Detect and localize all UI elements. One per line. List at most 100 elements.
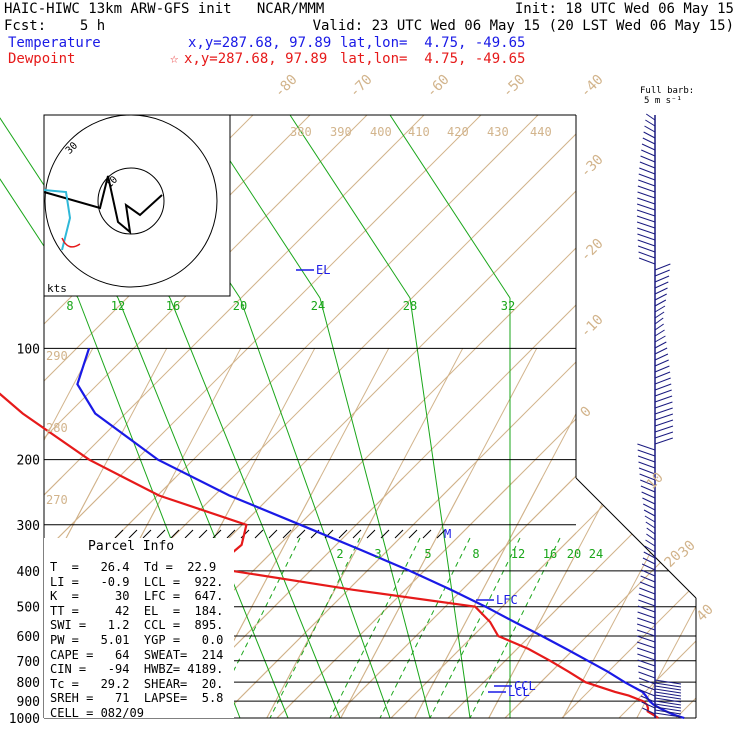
parcel-info-row: SREH = 71 LAPSE= 5.8 — [50, 691, 224, 706]
wind-barb — [637, 659, 656, 667]
wind-barb-dense — [654, 694, 682, 700]
pressure-label-700: 700 — [17, 655, 40, 670]
wind-barb — [646, 533, 656, 541]
wind-barb — [654, 323, 664, 331]
dry-adiabat-line — [368, 478, 696, 718]
hatch-tick — [156, 529, 166, 539]
mixing-ratio-label: 24 — [311, 299, 325, 313]
wind-barb — [654, 329, 665, 337]
wind-barb — [640, 575, 656, 583]
barb-key-units: 5 m s⁻¹ — [644, 96, 682, 106]
dry-adiabat-line — [197, 478, 696, 718]
dry-adiabat-line — [482, 478, 696, 718]
isotherm-line — [44, 348, 94, 442]
mixing-ratio-label: 5 — [424, 547, 431, 561]
wind-barb — [639, 683, 656, 691]
isotherm-line — [711, 348, 740, 718]
theta-label: 270 — [46, 493, 68, 507]
wind-barb — [654, 419, 674, 427]
mixing-ratio-label: 8 — [472, 547, 479, 561]
parcel-info-box: Parcel Info T = 26.4 Td = 22.9 LI = -0.9 … — [44, 538, 234, 720]
pressure-label-1000: 1000 — [9, 712, 40, 727]
mixing-ratio-line — [117, 297, 289, 719]
wind-barb — [640, 485, 656, 493]
wind-barb — [636, 215, 656, 223]
isotherm-line — [637, 348, 740, 718]
wind-barb — [637, 185, 656, 193]
dry-adiabat-line — [44, 115, 539, 610]
legend-temperature: Temperature — [8, 35, 101, 51]
hatch-tick — [184, 529, 194, 539]
dewpoint-xy-readout: x,y=287.68, 97.89 — [184, 51, 328, 67]
mixing-ratio-label: 16 — [166, 299, 180, 313]
isotherm-label: -20 — [578, 236, 607, 265]
wind-barb — [654, 359, 669, 367]
wind-barb — [642, 137, 656, 145]
wind-barb — [637, 653, 656, 661]
mixing-ratio-line — [389, 114, 511, 299]
mixing-ratio-label: 28 — [403, 299, 417, 313]
dry-adiabat-line — [44, 115, 368, 439]
isotherm-label: -40 — [578, 72, 607, 101]
wind-barb — [654, 281, 669, 289]
mixing-ratio-label: 16 — [543, 547, 557, 561]
wind-barb — [636, 221, 656, 229]
wind-barb — [645, 539, 656, 547]
isotherm-label: -70 — [347, 72, 376, 101]
wind-barb — [654, 305, 666, 313]
dry-adiabat-line — [539, 478, 696, 718]
wind-barb — [643, 509, 656, 517]
wind-barb — [654, 389, 672, 397]
wind-barb — [640, 155, 656, 163]
theta-label: 290 — [46, 349, 68, 363]
frame-diagonal — [575, 477, 697, 599]
mixing-ratio-label: 12 — [111, 299, 125, 313]
wind-barb — [643, 551, 656, 559]
wind-barb — [640, 695, 656, 703]
isotherm-label: 10 — [644, 470, 667, 493]
hatch-tick — [282, 529, 292, 539]
parcel-info-row: TT = 42 EL = 184. — [50, 603, 224, 618]
dewpoint-star-icon: ☆ — [170, 51, 179, 67]
dry-adiabat-line — [44, 115, 425, 496]
temperature-xy-readout: x,y=287.68, 97.89 — [188, 35, 332, 51]
wind-barb — [638, 257, 656, 265]
parcel-info-row: CIN = -94 HWBZ= 4189. — [50, 662, 224, 677]
wind-barb — [654, 401, 673, 409]
theta-label: 420 — [447, 125, 469, 139]
isotherm-line — [414, 478, 612, 718]
header-valid-time: Valid: 23 UTC Wed 06 May 15 (20 LST Wed … — [312, 18, 734, 34]
wind-barb — [641, 149, 656, 157]
wind-barb-dense — [654, 712, 682, 718]
wind-barb — [642, 503, 656, 511]
wind-barb — [654, 269, 670, 277]
wind-barb — [637, 227, 656, 235]
hatch-tick — [352, 529, 362, 539]
isotherm-label: -60 — [424, 72, 453, 101]
pressure-label-500: 500 — [17, 601, 40, 616]
wind-barb-dense — [654, 688, 682, 694]
wind-barb — [636, 623, 656, 631]
dry-adiabat-line — [653, 478, 696, 718]
wind-barb — [645, 119, 656, 127]
wind-barb — [644, 125, 656, 133]
mixing-ratio-label: 2 — [336, 547, 343, 561]
moist-adiabat-line — [379, 537, 471, 719]
pressure-label-100: 100 — [17, 342, 40, 357]
wind-barb — [636, 635, 656, 643]
moist-adiabat-line — [209, 537, 301, 719]
wind-barb — [636, 641, 656, 649]
wind-barb — [654, 317, 664, 325]
parcel-info-title: Parcel Info — [88, 539, 175, 554]
theta-label: 440 — [530, 125, 552, 139]
wind-barb — [641, 491, 656, 499]
wind-barb — [654, 347, 668, 355]
wind-barb — [637, 191, 656, 199]
mixing-ratio-label: 3 — [374, 547, 381, 561]
isotherm-label: -80 — [272, 72, 301, 101]
wind-barb — [637, 443, 656, 451]
wind-barb — [637, 611, 656, 619]
hodograph-units: kts — [47, 282, 67, 295]
hatch-tick — [226, 529, 236, 539]
